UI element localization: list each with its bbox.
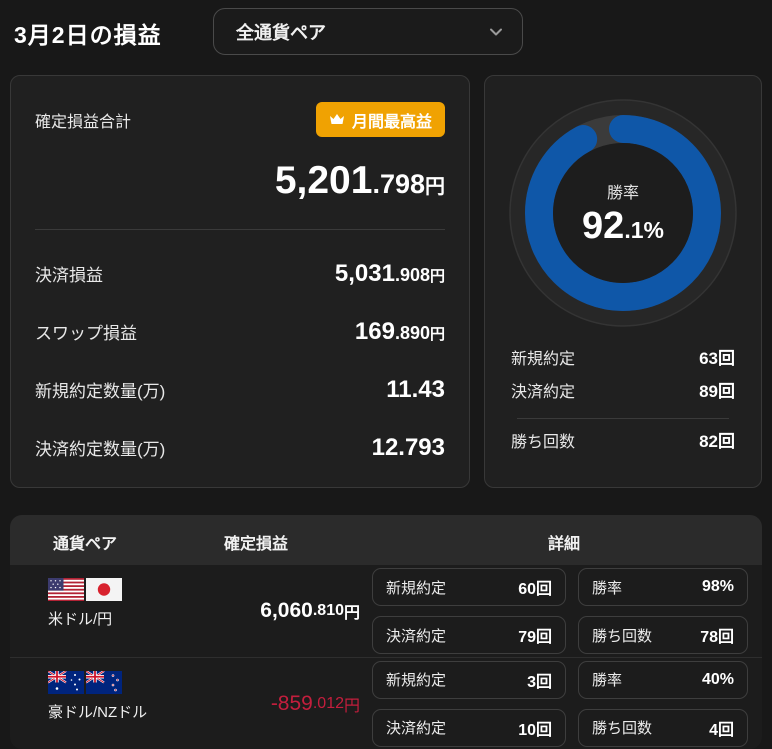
table-row-audnzd[interactable]: 豪ドル/NZドル -859.012 円 新規約定 3回 勝率 40% 決済約定 10回 … <box>10 657 762 749</box>
summary-row-close-volume: 決済約定数量(万) 12.793 <box>35 434 445 462</box>
winrate-row-close-count: 決済約定 89回 <box>511 377 735 402</box>
winrate-row-label: 新規約定 <box>511 351 576 368</box>
winrate-donut-svg <box>509 99 737 327</box>
summary-row-value: 169.890円 <box>354 318 445 345</box>
pair-cell: 米ドル/円 <box>48 578 122 629</box>
col-header-details: 詳細 <box>548 536 581 553</box>
detail-pill-win-count: 勝ち回数 4回 <box>578 708 748 747</box>
pair-name: 豪ドル/NZドル <box>48 704 148 721</box>
col-header-pair: 通貨ペア <box>53 536 118 553</box>
pair-name: 米ドル/円 <box>48 611 113 628</box>
summary-row-label: 決済約定数量(万) <box>35 440 166 459</box>
winrate-arc <box>525 115 721 311</box>
detail-pill-close-count: 決済約定 79回 <box>372 616 566 654</box>
detail-pill-close-count: 決済約定 10回 <box>372 708 566 747</box>
summary-row-value: 12.793 <box>371 434 445 461</box>
total-pnl-dec: .798 <box>372 169 425 199</box>
jp-flag-icon <box>86 578 122 601</box>
currency-pair-select-value: 全通貨ペア <box>236 22 326 43</box>
winrate-value: 92.1% <box>582 204 664 247</box>
table-row-usdjpy[interactable]: 米ドル/円 6,060.810 円 新規約定 60回 勝率 98% 決済約定 79回 勝… <box>10 565 762 657</box>
total-pnl-unit: 円 <box>425 176 445 198</box>
currency-pair-select[interactable]: 全通貨ペア <box>213 8 523 55</box>
donut-hole <box>553 143 693 283</box>
pair-details: 新規約定 3回 勝率 40% 決済約定 10回 勝ち回数 4回 <box>372 660 748 747</box>
winrate-row-label: 勝ち回数 <box>511 434 576 451</box>
summary-card: 確定損益合計 月間最高益 5,201.798円 決済損益 5,031.908円 … <box>10 75 470 488</box>
total-pnl-value: 5,201.798円 <box>35 159 445 203</box>
winrate-row-win-count: 勝ち回数 82回 <box>511 427 735 452</box>
detail-pill-open-count: 新規約定 3回 <box>372 660 566 699</box>
summary-row-open-volume: 新規約定数量(万) 11.43 <box>35 376 445 404</box>
summary-row-swap-pnl: スワップ損益 169.890円 <box>35 318 445 346</box>
detail-pill-open-count: 新規約定 60回 <box>372 568 566 606</box>
winrate-label: 勝率 <box>606 184 639 202</box>
winrate-card: 勝率 92.1% 新規約定 63回 決済約定 89回 勝ち回数 82回 <box>484 75 762 488</box>
summary-row-value: 11.43 <box>386 376 445 403</box>
monthly-best-badge: 月間最高益 <box>315 102 445 137</box>
monthly-best-badge-label: 月間最高益 <box>351 113 432 131</box>
winrate-row-label: 決済約定 <box>511 384 576 401</box>
summary-row-label: 決済損益 <box>35 266 103 285</box>
us-flag-icon <box>48 578 84 601</box>
chevron-down-icon <box>490 28 502 35</box>
detail-pill-win-count: 勝ち回数 78回 <box>578 616 748 654</box>
au-flag-icon <box>48 671 84 694</box>
winrate-row-value: 89回 <box>699 382 735 401</box>
winrate-row-open-count: 新規約定 63回 <box>511 344 735 369</box>
total-pnl-label: 確定損益合計 <box>35 113 132 131</box>
summary-row-label: 新規約定数量(万) <box>35 382 166 401</box>
detail-pill-winrate: 勝率 40% <box>578 660 748 699</box>
pair-details: 新規約定 60回 勝率 98% 決済約定 79回 勝ち回数 78回 <box>372 568 748 654</box>
winrate-donut-chart: 勝率 92.1% <box>506 96 740 330</box>
pair-table-header: 通貨ペア 確定損益 詳細 <box>10 515 762 565</box>
pair-table: 通貨ペア 確定損益 詳細 <box>10 515 762 749</box>
crown-icon <box>329 114 344 124</box>
col-header-pnl: 確定損益 <box>224 536 289 553</box>
summary-row-settlement-pnl: 決済損益 5,031.908円 <box>35 260 445 288</box>
nz-flag-icon <box>86 671 122 694</box>
pair-pnl: 6,060.810 円 <box>260 599 360 622</box>
page-title: 3月2日の損益 <box>14 22 162 48</box>
winrate-row-value: 63回 <box>699 349 735 368</box>
pair-cell: 豪ドル/NZドル <box>48 671 147 722</box>
pair-pnl: -859.012 円 <box>270 691 360 715</box>
summary-row-value: 5,031.908円 <box>334 260 445 287</box>
summary-divider <box>35 229 445 230</box>
detail-pill-winrate: 勝率 98% <box>578 568 748 606</box>
winrate-row-value: 82回 <box>699 432 735 451</box>
total-pnl-int: 5,201 <box>274 159 373 202</box>
winrate-divider <box>517 418 729 419</box>
summary-row-label: スワップ損益 <box>35 324 137 343</box>
